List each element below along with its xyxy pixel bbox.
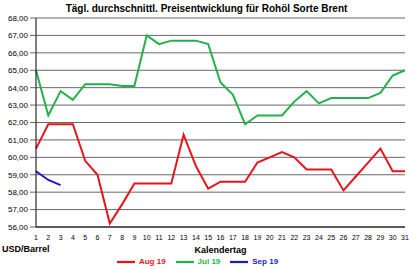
svg-text:24: 24 — [315, 234, 323, 241]
svg-text:11: 11 — [155, 234, 162, 241]
svg-text:7: 7 — [108, 234, 112, 241]
svg-text:4: 4 — [71, 234, 75, 241]
svg-text:14: 14 — [192, 234, 200, 241]
svg-text:1: 1 — [34, 234, 38, 241]
svg-text:13: 13 — [180, 234, 188, 241]
svg-text:66,00: 66,00 — [8, 49, 29, 58]
svg-text:6: 6 — [96, 234, 100, 241]
svg-text:62,00: 62,00 — [8, 118, 29, 127]
svg-text:28: 28 — [364, 234, 372, 241]
svg-text:23: 23 — [303, 234, 311, 241]
svg-text:3: 3 — [59, 234, 63, 241]
svg-text:64,00: 64,00 — [8, 84, 29, 93]
svg-text:5: 5 — [83, 234, 87, 241]
svg-text:25: 25 — [327, 234, 335, 241]
svg-text:57,00: 57,00 — [8, 205, 29, 214]
svg-text:56,00: 56,00 — [8, 223, 29, 232]
html-text:Sep 19: Sep 19 — [252, 257, 279, 267]
svg-text:27: 27 — [352, 234, 360, 241]
svg-text:17: 17 — [229, 234, 237, 241]
svg-text:15: 15 — [204, 234, 212, 241]
svg-text:Kalendertag: Kalendertag — [194, 245, 246, 255]
svg-text:63,00: 63,00 — [8, 101, 29, 110]
svg-text:2: 2 — [46, 234, 50, 241]
svg-text:29: 29 — [377, 234, 385, 241]
svg-text:8: 8 — [120, 234, 124, 241]
svg-text:58,00: 58,00 — [8, 188, 29, 197]
svg-text:31: 31 — [401, 234, 405, 241]
svg-text:10: 10 — [143, 234, 151, 241]
svg-text:61,00: 61,00 — [8, 136, 29, 145]
svg-text:68,00: 68,00 — [8, 14, 29, 23]
html-text:Tägl. durchschnittl. Preisentw: Tägl. durchschnittl. Preisentwicklung fü… — [65, 3, 348, 14]
svg-text:59,00: 59,00 — [8, 171, 29, 180]
svg-text:67,00: 67,00 — [8, 31, 29, 40]
svg-text:18: 18 — [241, 234, 249, 241]
svg-text:21: 21 — [278, 234, 286, 241]
html-text:USD/Barrel: USD/Barrel — [2, 244, 50, 254]
svg-text:60,00: 60,00 — [8, 153, 29, 162]
html-text:Jul 19: Jul 19 — [197, 257, 221, 267]
svg-text:20: 20 — [266, 234, 274, 241]
svg-text:12: 12 — [167, 234, 175, 241]
svg-text:26: 26 — [340, 234, 348, 241]
svg-text:22: 22 — [290, 234, 298, 241]
html-text:Aug 19: Aug 19 — [138, 257, 166, 267]
svg-text:9: 9 — [132, 234, 136, 241]
svg-text:30: 30 — [389, 234, 397, 241]
svg-text:19: 19 — [254, 234, 262, 241]
svg-text:65,00: 65,00 — [8, 66, 29, 75]
svg-text:16: 16 — [217, 234, 225, 241]
